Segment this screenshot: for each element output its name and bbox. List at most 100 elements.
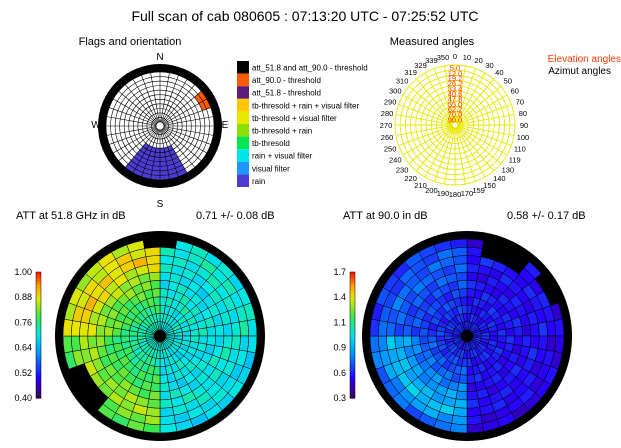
angles-grid-spoke xyxy=(402,126,453,156)
flag-cell xyxy=(153,156,160,162)
colorbar-step xyxy=(36,290,41,295)
heatmap-cell xyxy=(537,321,548,337)
att51-heatmap xyxy=(55,231,265,441)
colorbar-step xyxy=(36,287,41,292)
flag-cell xyxy=(149,151,156,157)
heatmap-cell xyxy=(206,326,216,337)
colorbar-step xyxy=(350,385,355,390)
flags-grid-spoke xyxy=(132,79,159,123)
att90-colorbar: 1.7 1.4 1.1 0.9 0.6 0.3 xyxy=(333,267,356,403)
flag-cell xyxy=(136,149,145,158)
azimuth-label: 280 xyxy=(381,109,394,118)
azimuth-label: 100 xyxy=(517,133,530,142)
colorbar-step xyxy=(350,328,355,333)
heatmap-cell xyxy=(214,324,225,337)
heatmap-cell xyxy=(386,335,397,351)
flags-grid-spoke xyxy=(161,75,179,123)
flag-cell xyxy=(131,156,140,165)
colorbar-step xyxy=(36,309,41,314)
heatmap-cell xyxy=(159,382,170,392)
heatmap-cell xyxy=(147,263,161,274)
azimuth-label: 140 xyxy=(493,174,506,183)
legend-swatch xyxy=(237,61,249,74)
att90-title: ATT at 90.0 in dB xyxy=(343,210,428,222)
legend-label: tb-thresold + rain xyxy=(252,127,312,136)
legend-swatch xyxy=(237,149,249,162)
legend-azimuth-angles: Azimut angles xyxy=(548,66,611,77)
colorbar-step xyxy=(36,366,41,371)
flags-grid-spoke xyxy=(118,128,158,161)
heatmap-cell xyxy=(455,390,468,401)
flags-orientation-disc xyxy=(98,64,222,188)
heatmap-cell xyxy=(457,280,468,290)
azimuth-label: 180 xyxy=(449,190,462,199)
flags-grid-spoke xyxy=(161,79,188,123)
heatmap-cell xyxy=(466,374,476,384)
flags-grid-spoke xyxy=(160,72,170,123)
legend-label: rain xyxy=(252,177,265,186)
legend-swatch xyxy=(237,136,249,150)
colorbar-step xyxy=(36,344,41,349)
azimuth-label: 250 xyxy=(384,145,397,154)
colorbar-step xyxy=(36,379,41,383)
colorbar-step xyxy=(350,278,355,283)
heatmap-cell xyxy=(157,321,161,331)
heatmap-cell xyxy=(159,263,173,274)
flag-cell xyxy=(150,174,160,180)
colorbar-step xyxy=(350,338,355,342)
heatmap-cell xyxy=(159,374,169,384)
legend-swatch xyxy=(237,161,249,175)
colorbar-frame xyxy=(349,271,356,399)
colorbar-step xyxy=(36,275,41,279)
compass-north: N xyxy=(156,52,163,63)
colorbar-step xyxy=(36,312,41,317)
angles-grid-spoke xyxy=(455,65,466,123)
flags-grid-spoke xyxy=(106,126,157,136)
colorbar-tick-label: 0.3 xyxy=(333,393,346,403)
legend-label: tb-thresold + visual filter xyxy=(252,114,337,123)
angles-grid-spoke xyxy=(395,125,453,136)
colorbar-step xyxy=(350,284,355,289)
colorbar-step xyxy=(350,347,355,352)
colorbar-step xyxy=(36,363,41,368)
angles-grid-spoke xyxy=(456,78,494,123)
colorbar-step xyxy=(36,272,41,276)
heatmap-cell xyxy=(230,321,241,337)
colorbar-step xyxy=(36,391,41,396)
heatmap-cell xyxy=(159,398,173,409)
compass-east: E xyxy=(222,120,229,131)
colorbar-step xyxy=(350,388,355,393)
colorbar-tick-label: 0.52 xyxy=(14,368,32,378)
angles-grid-spoke xyxy=(457,86,502,124)
azimuth-label: 80 xyxy=(519,109,527,118)
heatmap-cell xyxy=(79,321,90,337)
colorbar-step xyxy=(350,312,355,317)
flag-cell xyxy=(160,161,168,167)
angles-grid-spoke xyxy=(455,127,466,185)
angles-grid-spoke xyxy=(457,104,512,125)
flag-cell xyxy=(125,163,136,173)
angles-grid-spoke xyxy=(408,86,453,124)
heatmap-cell xyxy=(159,255,175,266)
flags-inner-disc xyxy=(106,72,214,180)
angles-grid-spoke xyxy=(457,94,508,124)
flag-cell xyxy=(160,152,166,158)
flag-cell xyxy=(176,168,187,177)
angles-grid-spoke xyxy=(457,125,515,136)
flags-grid-spoke xyxy=(125,128,158,168)
colorbar-step xyxy=(36,319,41,323)
heatmap-cell xyxy=(466,406,482,417)
colorbar-step xyxy=(350,294,355,298)
heatmap-cell xyxy=(145,406,161,417)
colorbar-step xyxy=(350,275,355,279)
flags-grid-spoke xyxy=(132,129,159,173)
heatmap-cell xyxy=(230,335,241,351)
colorbar-step xyxy=(36,303,41,308)
legend-swatch xyxy=(237,98,249,112)
heatmap-cell xyxy=(112,335,122,345)
angles-grid-spoke xyxy=(456,127,486,178)
azimuth-label: 0 xyxy=(453,52,457,61)
legend-swatch xyxy=(237,174,249,187)
heatmap-cell xyxy=(159,271,172,282)
